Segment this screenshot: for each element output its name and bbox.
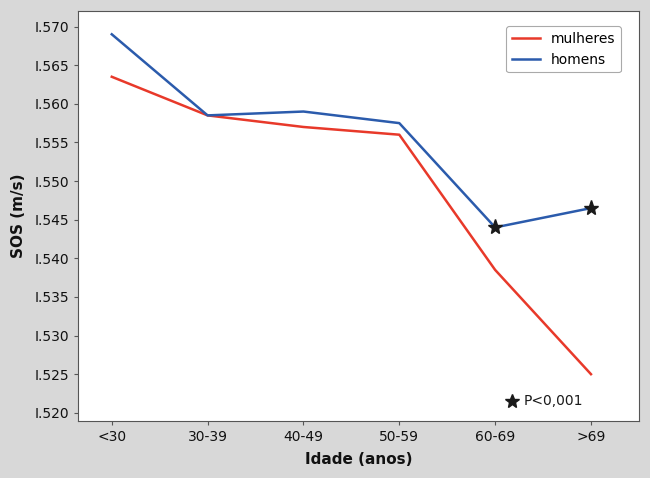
Y-axis label: SOS (m/s): SOS (m/s)	[11, 174, 26, 258]
Legend: mulheres, homens: mulheres, homens	[506, 26, 621, 72]
X-axis label: Idade (anos): Idade (anos)	[305, 452, 412, 467]
Text: P<0,001: P<0,001	[524, 394, 584, 408]
